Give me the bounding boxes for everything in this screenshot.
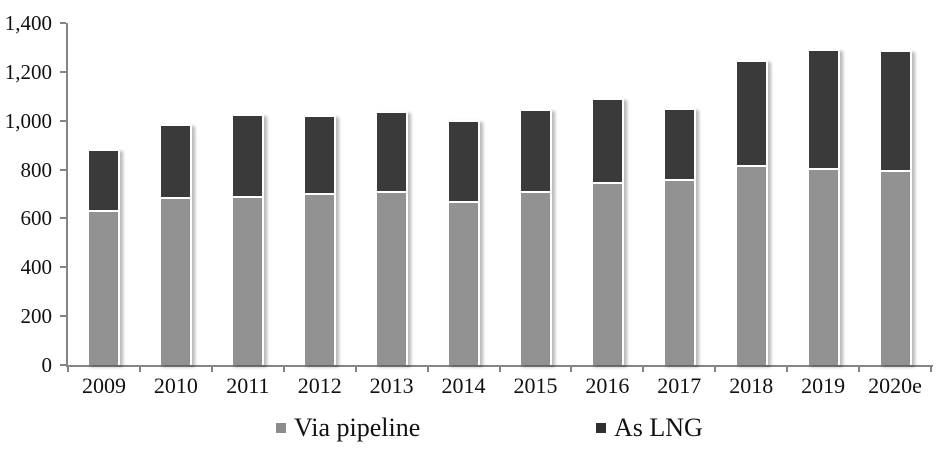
bar-segment-via-pipeline — [377, 192, 407, 365]
y-tick — [60, 119, 66, 122]
y-axis-line — [66, 23, 68, 367]
x-category-label: 2014 — [441, 373, 486, 398]
bar-segment-divider — [449, 200, 479, 203]
bar-segment-as-lng — [592, 99, 622, 183]
bar-segment-divider — [736, 165, 766, 168]
bar-column — [375, 111, 409, 365]
bar-segment-as-lng — [377, 113, 407, 191]
y-tick — [60, 217, 66, 220]
y-tick-label: 1,000 — [4, 108, 52, 133]
x-category-label: 2020e — [868, 373, 922, 398]
x-tick — [210, 367, 213, 372]
bar-column — [159, 123, 193, 365]
x-category-label: 2019 — [801, 373, 846, 398]
x-category-label: 2009 — [81, 373, 126, 398]
bar-segment-divider — [377, 190, 407, 193]
bar-segment-divider — [233, 195, 263, 198]
x-category-label: 2011 — [226, 373, 270, 398]
x-tick — [67, 367, 69, 372]
y-tick — [60, 168, 66, 171]
legend-label-as-lng: As LNG — [614, 413, 703, 442]
bar-segment-as-lng — [664, 109, 694, 179]
bar-segment-as-lng — [233, 115, 263, 196]
x-tick — [642, 367, 645, 372]
bar-column — [231, 113, 265, 365]
y-tick-label: 400 — [20, 255, 53, 280]
bar-segment-via-pipeline — [808, 169, 838, 365]
bar-segment-via-pipeline — [305, 195, 335, 365]
y-tick-label: 1,400 — [4, 11, 52, 35]
bar-segment-via-pipeline — [161, 198, 191, 365]
x-tick — [282, 367, 285, 372]
bar-segment-divider — [89, 210, 119, 213]
x-category-label: 2018 — [729, 373, 774, 398]
x-tick — [354, 367, 357, 372]
bar-column — [447, 119, 481, 365]
bar-segment-as-lng — [808, 51, 838, 168]
bar-segment-via-pipeline — [664, 180, 694, 365]
x-category-label: 2010 — [153, 373, 198, 398]
bar-segment-divider — [520, 190, 550, 193]
x-category-label: 2016 — [585, 373, 630, 398]
bar-segment-as-lng — [520, 110, 550, 191]
y-tick — [60, 70, 66, 73]
bar-segment-divider — [161, 196, 191, 199]
x-category-label: 2013 — [369, 373, 414, 398]
x-tick — [426, 367, 429, 372]
legend-marker-as-lng-icon — [596, 423, 606, 433]
bar-column — [734, 60, 768, 365]
legend-item-as-lng: As LNG — [596, 413, 703, 443]
x-tick — [138, 367, 141, 372]
bar-segment-via-pipeline — [880, 172, 910, 365]
x-category-label: 2012 — [297, 373, 342, 398]
bar-column — [878, 50, 912, 365]
y-tick — [60, 266, 66, 269]
x-category-label: 2015 — [513, 373, 558, 398]
bar-column — [518, 108, 552, 365]
x-tick — [714, 367, 717, 372]
y-tick-label: 0 — [41, 353, 53, 377]
legend-item-via-pipeline: Via pipeline — [276, 413, 420, 443]
bar-segment-via-pipeline — [449, 202, 479, 365]
bar-segment-via-pipeline — [520, 192, 550, 365]
bar-column — [590, 97, 624, 365]
y-tick-label: 800 — [20, 157, 53, 182]
bar-column — [87, 149, 121, 365]
bar-segment-divider — [808, 167, 838, 170]
bar-segment-as-lng — [449, 121, 479, 201]
bar-segment-divider — [664, 178, 694, 181]
bar-segment-as-lng — [305, 117, 335, 194]
bar-segment-divider — [592, 182, 622, 185]
y-tick-label: 200 — [20, 304, 53, 329]
y-tick — [60, 315, 66, 318]
bar-segment-as-lng — [161, 125, 191, 197]
bar-segment-via-pipeline — [233, 197, 263, 365]
legend: Via pipeline As LNG — [0, 413, 943, 445]
y-tick-label: 1,200 — [4, 59, 52, 84]
y-tick — [60, 22, 66, 24]
legend-marker-via-pipeline-icon — [276, 423, 286, 433]
bar-segment-divider — [880, 170, 910, 173]
bar-column — [303, 115, 337, 365]
bar-column — [662, 107, 696, 365]
x-tick — [930, 367, 932, 372]
y-tick-label: 600 — [20, 206, 53, 231]
x-tick — [570, 367, 573, 372]
x-tick — [858, 367, 861, 372]
bar-segment-via-pipeline — [89, 212, 119, 365]
x-axis-line — [66, 365, 933, 367]
x-tick — [786, 367, 789, 372]
bar-segment-as-lng — [89, 151, 119, 211]
legend-label-via-pipeline: Via pipeline — [294, 413, 421, 442]
bar-segment-as-lng — [736, 62, 766, 166]
bar-segment-via-pipeline — [592, 184, 622, 365]
bar-segment-divider — [305, 193, 335, 196]
bar-column — [806, 49, 840, 365]
x-tick — [498, 367, 501, 372]
bar-segment-via-pipeline — [736, 167, 766, 365]
x-category-label: 2017 — [657, 373, 702, 398]
bar-segment-as-lng — [880, 52, 910, 171]
y-tick — [60, 364, 66, 366]
